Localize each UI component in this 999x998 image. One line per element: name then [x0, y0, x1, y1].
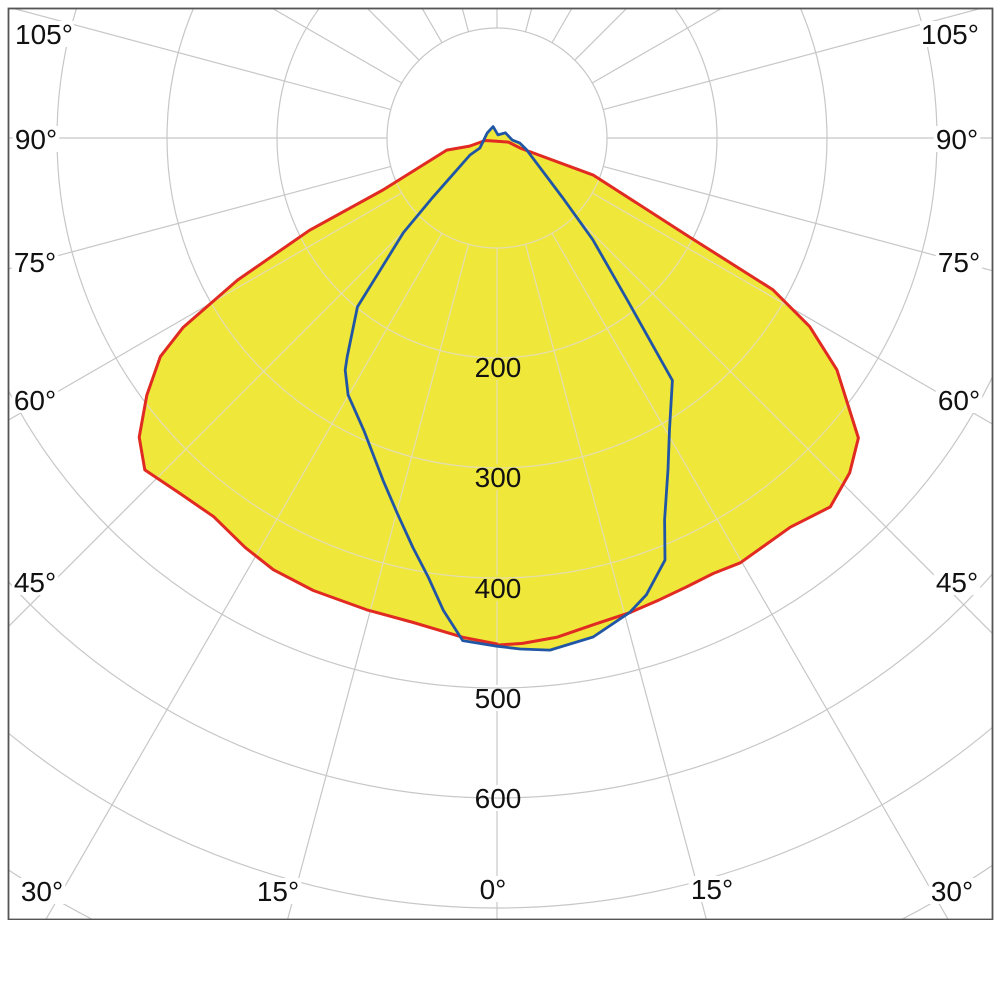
angle-label-bg — [933, 569, 981, 595]
angle-label-bg — [254, 878, 302, 904]
angle-label-bg — [18, 878, 66, 904]
c0-c180-curve — [137, 139, 860, 647]
angle-label: 60° — [14, 385, 56, 416]
angle-label: 30° — [21, 876, 63, 907]
c90-c270-curve — [343, 125, 674, 652]
angle-label: 45° — [14, 567, 56, 598]
angle-label-bg — [920, 21, 980, 47]
plot-border — [7, 7, 994, 921]
angle-label: 15° — [691, 874, 733, 905]
angle-label-bg — [933, 126, 981, 152]
angle-label-bg — [928, 878, 976, 904]
angle-label-bg — [12, 126, 60, 152]
angle-label-bg — [11, 387, 59, 413]
angle-label: 105° — [15, 19, 73, 50]
angle-label: 60° — [938, 385, 980, 416]
angle-label-bg — [11, 569, 59, 595]
radial-value-label: 600 — [475, 783, 522, 814]
angle-label: 90° — [15, 124, 57, 155]
angle-label-bg — [14, 21, 74, 47]
angle-label: 30° — [931, 876, 973, 907]
angle-label: 75° — [938, 247, 980, 278]
angle-label: 90° — [936, 124, 978, 155]
angle-label-bg — [935, 249, 983, 275]
radial-value-label: 300 — [475, 462, 522, 493]
angle-label-bg — [11, 249, 59, 275]
angle-label: 105° — [921, 19, 979, 50]
angle-label-bg — [476, 876, 510, 902]
angle-label-bg — [935, 387, 983, 413]
angle-label-bg — [688, 876, 736, 902]
angle-label: 15° — [257, 876, 299, 907]
radial-value-label: 400 — [475, 573, 522, 604]
angle-label: 0° — [480, 874, 507, 905]
radial-value-label: 500 — [475, 683, 522, 714]
radial-value-label: 200 — [475, 352, 522, 383]
angle-label: 75° — [14, 247, 56, 278]
chart-footer: cd/klm η = 100% C0 - C180 C90 - C270 — [0, 920, 999, 998]
angle-label: 45° — [936, 567, 978, 598]
c90-c270-area — [345, 126, 673, 651]
